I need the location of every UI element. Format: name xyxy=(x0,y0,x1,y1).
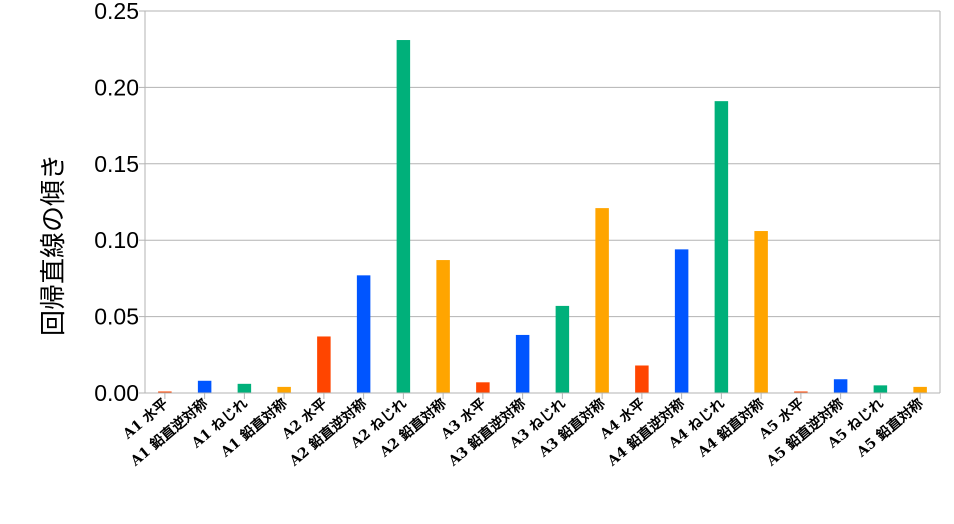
x-tick-label: A1 鉛直対称 xyxy=(217,395,291,461)
x-tick-label: A2 鉛直対称 xyxy=(376,395,450,461)
bar xyxy=(595,208,609,393)
y-tick-label: 0.20 xyxy=(94,74,139,100)
bar xyxy=(635,365,649,393)
y-tick-label: 0.15 xyxy=(94,151,139,177)
x-tick-label: A5 鉛直対称 xyxy=(853,395,927,461)
bar xyxy=(436,260,450,393)
bar xyxy=(913,386,927,393)
bar xyxy=(555,305,570,393)
y-tick-labels: 0.00 0.05 0.10 0.15 0.20 0.25 xyxy=(94,0,139,406)
bar xyxy=(794,391,808,393)
y-tick-label: 0.10 xyxy=(94,227,139,253)
y-tick-label: 0.00 xyxy=(94,380,139,406)
bar xyxy=(674,249,689,393)
bar xyxy=(237,383,252,393)
x-tick-label: A4 鉛直対称 xyxy=(694,395,768,461)
bar xyxy=(515,334,530,393)
y-tick-label: 0.25 xyxy=(94,0,139,24)
bar xyxy=(714,101,729,393)
bar xyxy=(197,380,212,393)
bar xyxy=(833,379,848,393)
grid xyxy=(145,10,940,394)
bar xyxy=(356,275,371,393)
bar xyxy=(317,336,331,393)
bar xyxy=(476,382,490,393)
bar xyxy=(873,385,888,393)
y-axis-label: 回帰直線の傾き xyxy=(39,154,69,336)
bar xyxy=(396,40,411,393)
bar xyxy=(277,386,291,393)
axes xyxy=(139,10,941,399)
y-tick-label: 0.05 xyxy=(94,304,139,330)
x-tick-label: A3 鉛直対称 xyxy=(535,395,609,461)
bar xyxy=(158,391,172,393)
bars xyxy=(158,40,927,393)
bar xyxy=(754,231,768,393)
